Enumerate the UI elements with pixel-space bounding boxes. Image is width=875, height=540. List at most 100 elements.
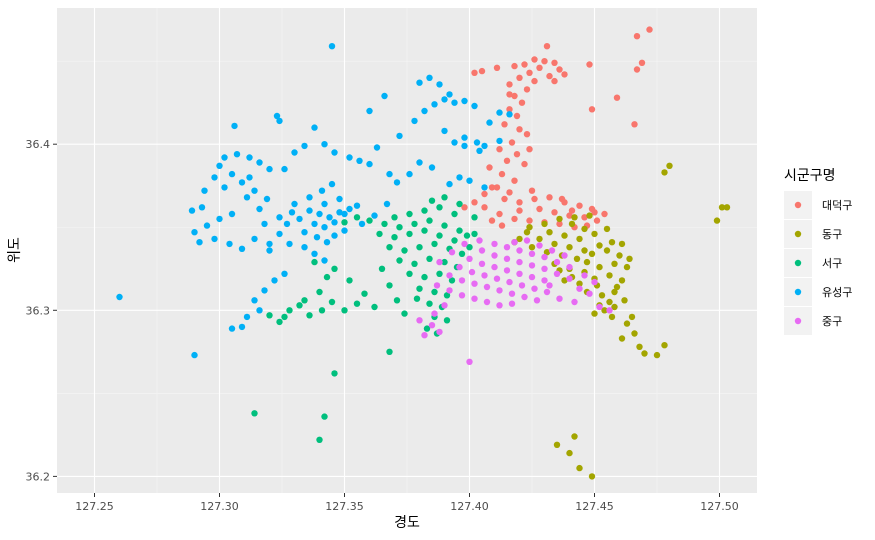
data-point	[323, 273, 331, 281]
data-point	[556, 295, 563, 302]
data-point	[431, 101, 438, 108]
data-point	[516, 235, 523, 243]
data-point	[503, 267, 511, 274]
data-point	[246, 154, 253, 161]
data-point	[311, 124, 318, 131]
legend-swatch	[794, 201, 802, 209]
data-point	[661, 342, 668, 349]
data-point	[528, 187, 536, 194]
data-point	[328, 298, 336, 306]
data-point	[551, 240, 558, 248]
data-point	[461, 97, 468, 105]
data-point	[568, 207, 576, 214]
data-point	[631, 330, 638, 337]
data-point	[243, 194, 251, 201]
data-point	[443, 317, 451, 324]
data-point	[541, 277, 548, 284]
data-point	[416, 79, 423, 86]
data-point	[488, 217, 496, 224]
data-point	[428, 322, 436, 329]
data-point	[576, 280, 583, 287]
data-point	[393, 179, 401, 186]
data-point	[383, 200, 391, 208]
data-point	[376, 230, 383, 238]
data-point	[541, 58, 548, 65]
data-point	[556, 66, 563, 73]
data-point	[356, 157, 363, 164]
data-point	[666, 162, 673, 169]
y-axis-ticks: 36.2 36.3 36.4	[26, 138, 57, 483]
data-point	[613, 94, 621, 101]
data-point	[606, 298, 613, 306]
data-point	[481, 204, 488, 211]
data-point	[466, 244, 473, 251]
data-point	[571, 433, 578, 440]
data-point	[536, 205, 543, 213]
data-point	[576, 202, 583, 209]
data-point	[458, 292, 466, 299]
data-point	[411, 117, 418, 125]
data-point	[638, 59, 646, 66]
data-point	[391, 214, 398, 221]
data-point	[561, 232, 568, 239]
x-axis-ticks: 127.25 127.30 127.35 127.40 127.45 127.50	[75, 493, 739, 513]
data-point	[306, 312, 313, 319]
data-point	[443, 292, 451, 299]
data-point	[328, 180, 336, 188]
data-point	[301, 297, 308, 304]
data-point	[516, 207, 523, 214]
data-point	[498, 222, 506, 229]
data-point	[261, 220, 268, 228]
data-point	[516, 199, 523, 206]
data-point	[521, 293, 528, 301]
data-point	[486, 164, 493, 171]
data-point	[421, 107, 428, 115]
data-point	[536, 235, 543, 243]
data-point	[588, 250, 596, 257]
data-point	[496, 146, 503, 153]
data-point	[521, 61, 528, 68]
data-point	[561, 277, 568, 284]
data-point	[263, 195, 271, 203]
data-point	[618, 335, 626, 342]
data-point	[471, 230, 478, 238]
data-point	[381, 92, 388, 100]
data-point	[448, 277, 456, 284]
data-point	[528, 273, 536, 281]
data-point	[446, 287, 453, 294]
y-axis-title: 위도	[7, 237, 23, 263]
data-point	[411, 220, 418, 228]
data-point	[196, 239, 203, 246]
data-point	[461, 204, 468, 211]
data-point	[481, 190, 488, 198]
data-point	[526, 146, 533, 153]
data-point	[546, 282, 553, 289]
data-point	[611, 303, 618, 311]
data-point	[436, 328, 443, 336]
data-point	[518, 99, 526, 106]
data-point	[228, 210, 236, 218]
data-point	[301, 229, 308, 236]
data-points	[116, 26, 731, 480]
data-point	[436, 204, 443, 211]
data-point	[543, 288, 551, 296]
data-point	[311, 220, 318, 228]
data-point	[341, 219, 348, 226]
data-point	[421, 332, 428, 339]
data-point	[516, 74, 523, 82]
data-point	[191, 351, 198, 359]
data-point	[476, 147, 483, 154]
data-point	[553, 441, 561, 448]
data-point	[353, 300, 361, 307]
legend-title: 시군구명	[784, 168, 836, 184]
data-point	[238, 179, 246, 186]
data-point	[423, 325, 431, 332]
data-point	[503, 244, 511, 251]
data-point	[331, 149, 338, 156]
data-point	[431, 310, 438, 317]
data-point	[406, 170, 413, 178]
y-tick-label: 36.4	[26, 138, 51, 151]
data-point	[543, 43, 551, 50]
data-point	[718, 204, 726, 211]
